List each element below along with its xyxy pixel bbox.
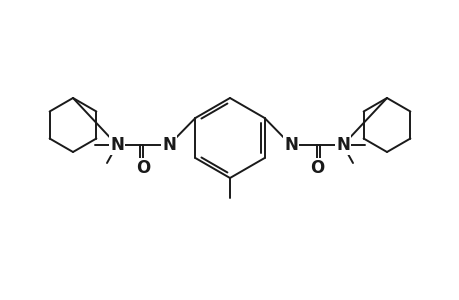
Text: N: N	[336, 136, 349, 154]
Text: O: O	[309, 159, 324, 177]
Text: N: N	[284, 136, 297, 154]
Text: O: O	[135, 159, 150, 177]
Text: N: N	[110, 136, 123, 154]
Text: N: N	[162, 136, 175, 154]
